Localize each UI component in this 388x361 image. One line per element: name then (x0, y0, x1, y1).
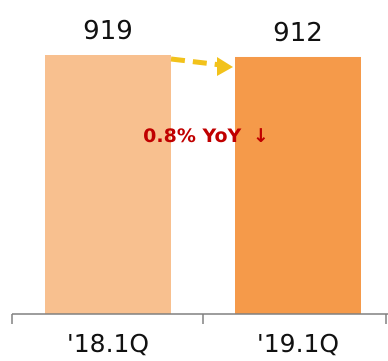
growth-arrow-head (217, 56, 233, 76)
growth-arrow (170, 56, 222, 68)
value-label-1: 912 (273, 18, 323, 48)
value-label-0: 919 (83, 16, 133, 46)
tick-label-1: '19.1Q (257, 329, 339, 358)
x-tick-labels: '18.1Q '19.1Q (67, 329, 339, 358)
x-axis (11, 313, 388, 324)
bar-0 (45, 55, 171, 314)
yoy-annotation-text: 0.8% YoY (143, 125, 241, 147)
down-arrow-icon: ↓ (253, 125, 269, 147)
value-labels-group: 919 912 (83, 16, 323, 48)
yoy-annotation: 0.8% YoY ↓ (143, 125, 269, 147)
bars-group (45, 55, 361, 314)
bar-1 (235, 56, 361, 314)
tick-label-0: '18.1Q (67, 329, 149, 358)
